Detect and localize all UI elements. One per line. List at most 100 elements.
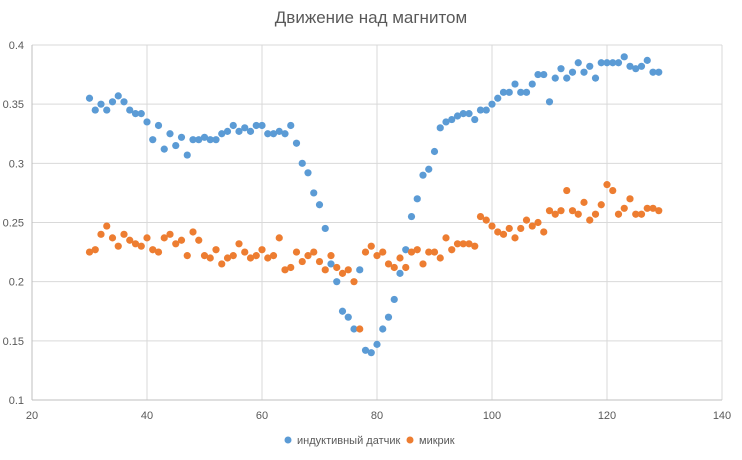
data-point	[568, 207, 577, 215]
data-point	[568, 68, 577, 76]
data-point	[223, 254, 232, 262]
data-point	[557, 207, 565, 215]
data-point	[551, 210, 559, 218]
data-point	[609, 186, 617, 195]
data-point	[603, 181, 611, 189]
data-point	[327, 252, 335, 260]
data-point	[649, 204, 657, 212]
x-tick-label: 20	[26, 410, 38, 422]
data-point	[126, 236, 134, 244]
data-point	[430, 248, 439, 256]
data-point	[120, 98, 128, 106]
data-point	[189, 228, 197, 236]
data-point	[494, 94, 502, 102]
data-point	[160, 234, 168, 242]
data-point	[465, 110, 473, 118]
data-point	[390, 295, 398, 304]
data-point	[241, 248, 249, 256]
data-point	[614, 210, 623, 218]
data-point	[476, 106, 485, 114]
data-point	[212, 246, 220, 254]
data-point	[246, 254, 255, 262]
data-point	[200, 252, 209, 260]
data-point	[160, 145, 168, 153]
data-point	[384, 313, 393, 321]
data-point	[396, 254, 404, 262]
data-point	[574, 59, 582, 67]
data-point	[97, 100, 105, 108]
data-point	[361, 346, 370, 354]
data-point	[580, 68, 588, 76]
data-point	[218, 130, 226, 138]
data-point	[310, 189, 318, 197]
data-point	[407, 212, 416, 221]
x-tick-label: 120	[598, 410, 616, 422]
data-point	[166, 130, 174, 138]
data-point	[534, 70, 542, 79]
gridlines	[32, 44, 723, 400]
data-point	[350, 325, 358, 333]
data-point	[149, 246, 157, 254]
y-tick-label: 0.35	[3, 99, 24, 111]
data-point	[603, 59, 611, 67]
data-point	[177, 133, 186, 141]
data-point	[333, 278, 341, 286]
data-point	[620, 204, 628, 212]
data-point	[344, 313, 352, 321]
y-tick-label: 0.25	[3, 218, 24, 230]
data-point	[609, 59, 617, 67]
data-point	[264, 254, 272, 262]
data-point	[442, 234, 450, 242]
data-point	[361, 248, 370, 256]
data-point	[448, 115, 456, 124]
data-point	[367, 349, 375, 357]
data-point	[195, 136, 203, 144]
data-point	[258, 121, 266, 130]
x-axis-tick-labels: 20 40 60 80 100 120 140	[26, 410, 731, 422]
data-point	[137, 242, 145, 250]
data-point	[235, 240, 243, 248]
data-point	[246, 127, 255, 135]
x-tick-label: 140	[713, 410, 731, 422]
data-point	[287, 121, 295, 130]
data-point	[430, 147, 439, 156]
data-point	[304, 252, 312, 260]
x-tick-label: 100	[483, 410, 501, 422]
data-point	[471, 242, 479, 250]
data-point	[91, 246, 99, 254]
data-point	[338, 269, 347, 277]
data-point	[482, 106, 490, 114]
data-point	[522, 216, 531, 224]
data-point	[574, 210, 582, 218]
data-point	[108, 234, 117, 242]
data-point	[218, 260, 226, 268]
data-point	[620, 53, 628, 61]
legend-label-microswitch: микрик	[419, 435, 455, 447]
y-tick-label: 0.3	[9, 158, 24, 170]
data-point	[632, 65, 640, 73]
data-point	[511, 234, 519, 242]
data-point	[298, 159, 306, 167]
data-point	[189, 136, 197, 144]
data-point	[206, 136, 214, 144]
series-1	[85, 181, 663, 333]
y-tick-label: 0.4	[9, 40, 24, 52]
data-point	[540, 70, 548, 79]
data-point	[172, 141, 180, 150]
data-point	[367, 242, 375, 250]
data-point	[614, 59, 623, 67]
data-point	[241, 124, 249, 132]
data-point	[637, 62, 646, 70]
data-point	[275, 127, 283, 135]
data-point	[379, 248, 387, 256]
data-point	[97, 230, 105, 238]
data-point	[154, 248, 163, 256]
data-point	[177, 236, 186, 244]
data-point	[448, 246, 456, 254]
data-point	[356, 325, 364, 333]
data-point	[643, 56, 651, 64]
data-point	[103, 222, 111, 230]
data-point	[235, 127, 243, 135]
legend-marker-microswitch	[406, 436, 414, 444]
data-point	[482, 216, 490, 224]
